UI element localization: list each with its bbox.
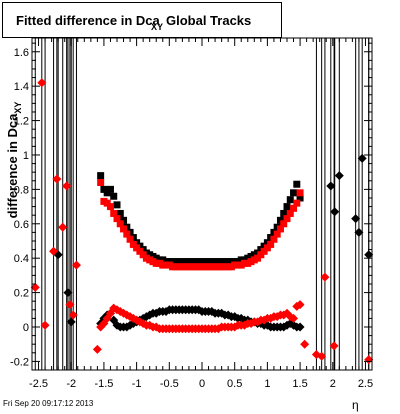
data-point-diamond <box>334 171 344 181</box>
data-point-square <box>126 235 134 243</box>
axes-frame <box>31 37 373 371</box>
data-point-square <box>290 204 298 212</box>
data-point-square <box>110 209 118 217</box>
data-point-diamond <box>40 320 50 330</box>
data-point-square <box>123 230 131 238</box>
data-point-diamond <box>320 272 330 282</box>
data-point-square <box>113 201 121 209</box>
data-point-square <box>286 209 294 217</box>
data-point-square <box>113 215 121 223</box>
y-tick-label: 0.6 <box>14 219 29 231</box>
data-point-diamond <box>119 308 129 318</box>
data-point-square <box>280 220 288 228</box>
data-point-diamond <box>66 317 76 327</box>
chart-title-box: Fitted difference in Dca XY Global Track… <box>2 2 282 38</box>
data-point-square <box>280 209 288 217</box>
y-tick-label: 1 <box>23 150 29 162</box>
x-axis-label: η <box>352 398 359 412</box>
tick-group: -2.5 -2 -1.5 -1 -0.5 0 0.5 1 1.5 2 2.5 -0.2 0 0.2 0.4 0… <box>10 38 373 390</box>
data-point-diamond <box>65 300 75 310</box>
footer-timestamp: Fri Sep 20 09:17:12 2013 <box>3 399 94 408</box>
data-point-square <box>97 172 105 180</box>
y-tick-label: -0.2 <box>10 356 29 368</box>
x-tick-label: 1 <box>264 378 270 390</box>
data-point-diamond <box>357 153 367 163</box>
data-point-diamond <box>364 250 374 260</box>
data-point-square <box>283 215 291 223</box>
data-point-diamond <box>326 181 336 191</box>
data-point-square <box>290 189 298 197</box>
data-point-diamond <box>295 322 305 332</box>
data-point-square <box>293 180 301 188</box>
y-tick-label: 1.2 <box>14 116 29 128</box>
y-tick-label: 1.4 <box>14 81 29 93</box>
error-bar-group <box>34 38 370 370</box>
data-point-square <box>116 209 124 217</box>
data-point-diamond <box>62 181 72 191</box>
y-axis-label: difference in DcaXY <box>5 102 23 219</box>
data-point-diamond <box>329 341 339 351</box>
data-point-square <box>273 230 281 238</box>
data-point-diamond <box>351 214 361 224</box>
data-point-square <box>106 185 114 193</box>
x-tick-label: -0.5 <box>160 378 179 390</box>
x-tick-label: -2.5 <box>29 378 48 390</box>
data-point-square <box>106 203 114 211</box>
data-point-diamond <box>92 344 102 354</box>
data-point-square <box>97 178 105 186</box>
data-point-diamond <box>289 313 299 323</box>
y-tick-label: 1.6 <box>14 47 29 59</box>
x-tick-label: 1.5 <box>292 378 307 390</box>
data-point-square <box>296 189 304 197</box>
data-point-diamond <box>364 355 374 365</box>
data-point-diamond <box>68 310 78 320</box>
data-point-square <box>120 225 128 233</box>
data-point-diamond <box>295 300 305 310</box>
data-point-square <box>270 235 278 243</box>
marker-group <box>30 78 374 365</box>
data-point-square <box>283 203 291 211</box>
x-tick-label: 0.5 <box>227 378 242 390</box>
data-point-diamond <box>300 339 310 349</box>
x-tick-label: 0 <box>199 378 205 390</box>
data-point-square <box>116 220 124 228</box>
x-tick-label: -1 <box>132 378 142 390</box>
data-point-diamond <box>49 246 59 256</box>
data-point-square <box>296 194 304 202</box>
y-tick-label: 0.4 <box>14 253 29 265</box>
data-point-square <box>286 196 294 204</box>
data-point-square <box>267 240 275 248</box>
plot-frame <box>31 37 373 371</box>
y-tick-label: 0 <box>23 322 29 334</box>
x-tick-label: 2 <box>330 378 336 390</box>
data-point-square <box>293 199 301 207</box>
x-tick-label: -1.5 <box>94 378 113 390</box>
x-tick-label: 2.5 <box>358 378 373 390</box>
data-point-diamond <box>354 227 364 237</box>
data-point-diamond <box>317 351 327 361</box>
data-point-diamond <box>58 222 68 232</box>
data-point-diamond <box>63 288 73 298</box>
chart-title-subscript: XY <box>151 22 164 32</box>
data-point-diamond <box>37 78 47 88</box>
data-point-diamond <box>30 282 40 292</box>
data-point-square <box>276 225 284 233</box>
x-tick-label: -2 <box>66 378 76 390</box>
data-point-diamond <box>52 174 62 184</box>
chart-title: Fitted difference in Dca <box>16 13 160 28</box>
y-tick-label: 0.8 <box>14 184 29 196</box>
data-point-square <box>110 192 118 200</box>
y-tick-label: 0.2 <box>14 288 29 300</box>
chart-title-suffix: Global Tracks <box>166 13 252 28</box>
data-point-diamond <box>71 260 81 270</box>
data-point-diamond <box>330 207 340 217</box>
